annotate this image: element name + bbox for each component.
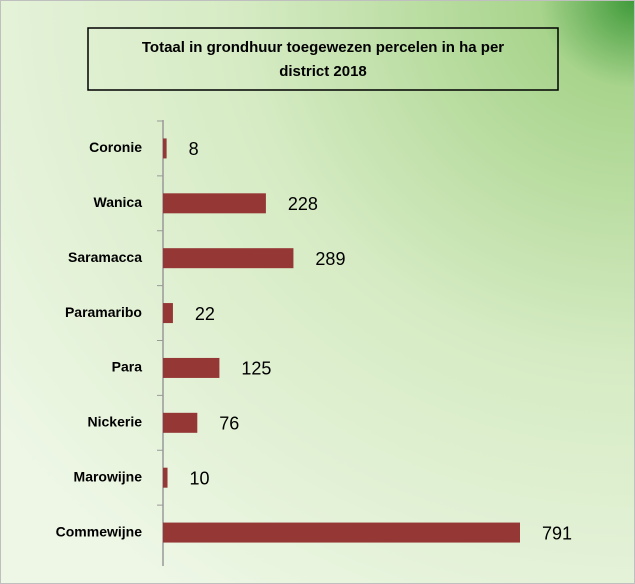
y-tick-label: Wanica: [94, 194, 143, 210]
bar: [163, 193, 266, 214]
chart-title: Totaal in grondhuur toegewezen percelen …: [142, 39, 504, 56]
y-tick-label: Para: [112, 359, 143, 375]
y-tick-label: Marowijne: [74, 468, 143, 484]
bar: [163, 138, 167, 159]
y-tick-label: Nickerie: [88, 414, 143, 430]
data-label: 10: [190, 468, 210, 488]
bar: [163, 467, 168, 488]
data-label: 289: [315, 249, 345, 269]
bar: [163, 357, 220, 378]
chart-title: district 2018: [279, 63, 367, 80]
y-tick-label: Saramacca: [68, 249, 142, 265]
bar: [163, 303, 173, 324]
data-label: 228: [288, 194, 318, 214]
title-box: [87, 27, 559, 91]
bar: [163, 522, 520, 543]
data-label: 76: [219, 414, 239, 434]
bar: [163, 248, 294, 269]
y-tick-label: Commewijne: [56, 523, 143, 539]
bar: [163, 412, 198, 433]
y-tick-label: Coronie: [89, 139, 142, 155]
data-label: 22: [195, 304, 215, 324]
data-label: 8: [189, 139, 199, 159]
y-tick-label: Paramaribo: [65, 304, 142, 320]
data-label: 791: [542, 523, 572, 543]
data-label: 125: [241, 359, 271, 379]
